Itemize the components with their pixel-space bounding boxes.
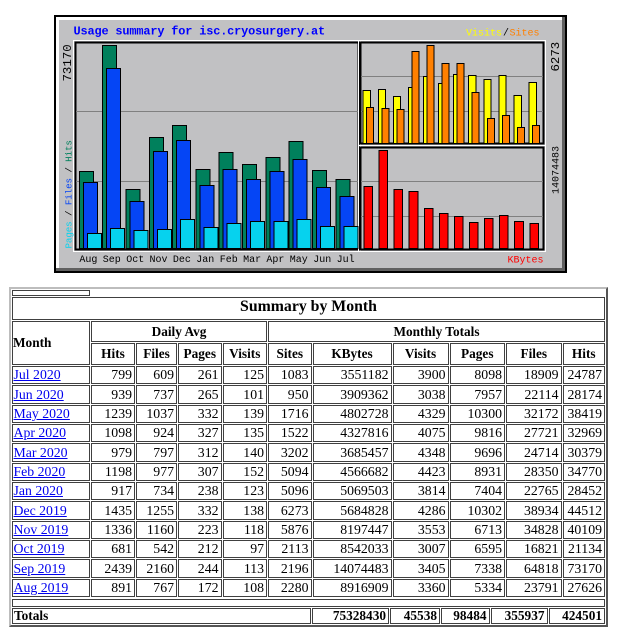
svg-text:Sep: Sep: [103, 255, 121, 266]
svg-text:Visits: Visits: [466, 28, 502, 40]
svg-text:KBytes: KBytes: [508, 256, 544, 267]
svg-text:14074483: 14074483: [552, 146, 563, 194]
svg-text:Usage summary for isc.cryosurg: Usage summary for isc.cryosurgery.at: [74, 25, 325, 39]
svg-text:/: /: [503, 28, 509, 40]
svg-text:Jan: Jan: [196, 255, 214, 266]
svg-text:Jul: Jul: [337, 254, 355, 266]
svg-text:Nov: Nov: [150, 255, 168, 266]
svg-text:Dec: Dec: [173, 255, 191, 266]
svg-text:Aug: Aug: [79, 255, 97, 266]
svg-text:Oct: Oct: [126, 255, 144, 266]
svg-text:73170: 73170: [61, 44, 75, 81]
svg-text:May: May: [290, 255, 308, 266]
svg-text:Feb: Feb: [220, 254, 238, 266]
svg-text:Pages / Files / Hits: Pages / Files / Hits: [64, 140, 75, 248]
svg-text:Sites: Sites: [510, 28, 540, 40]
svg-text:6273: 6273: [549, 42, 563, 72]
svg-text:Apr: Apr: [266, 255, 284, 266]
svg-text:Mar: Mar: [243, 255, 261, 266]
svg-text:Jun: Jun: [313, 255, 331, 266]
